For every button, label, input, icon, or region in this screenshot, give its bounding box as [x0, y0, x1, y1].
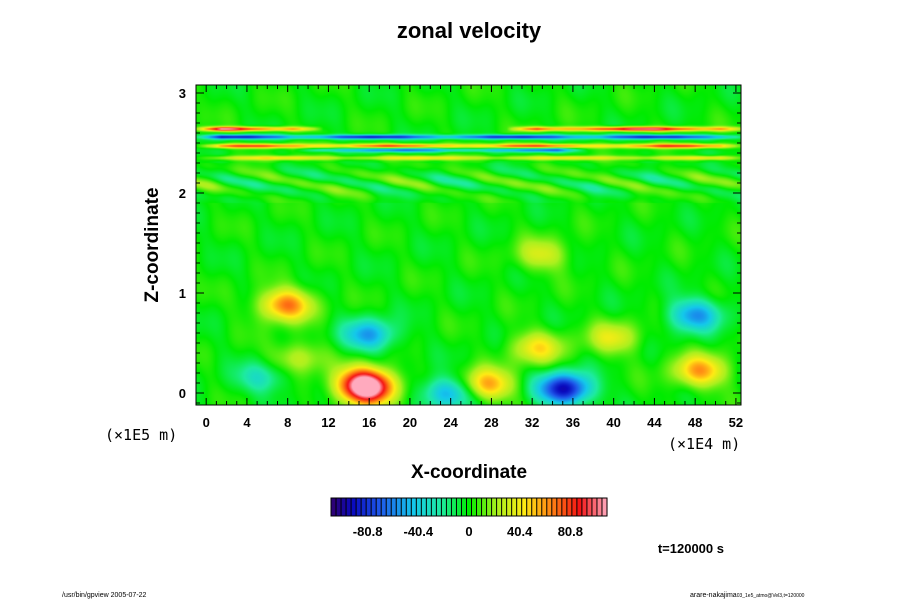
colorbar-cell — [391, 498, 397, 516]
time-label: t=120000 s — [658, 541, 724, 556]
colorbar-cell — [461, 498, 468, 516]
footer-author: arare-nakajima03_1e5_atmo@Vel3,t=120000 — [690, 592, 805, 599]
y-tick-label: 3 — [179, 86, 186, 101]
x-tick-label: 0 — [203, 415, 210, 430]
colorbar-cell — [436, 498, 442, 516]
colorbar-cell — [521, 498, 528, 516]
colorbar-cell — [456, 498, 463, 516]
y-tick-label: 2 — [179, 186, 186, 201]
y-tick-label: 1 — [179, 286, 186, 301]
colorbar-cell — [421, 498, 427, 516]
x-tick-label: 20 — [403, 415, 417, 430]
colorbar-cells — [331, 498, 608, 516]
colorbar-cell — [501, 498, 508, 516]
x-tick-label: 32 — [525, 415, 539, 430]
colorbar-cell — [506, 498, 513, 516]
x-tick-label: 28 — [484, 415, 498, 430]
y-tick-label: 0 — [179, 386, 186, 401]
plot-frame — [195, 84, 742, 406]
colorbar-cell — [566, 498, 573, 516]
chart-title: zonal velocity — [397, 18, 542, 43]
colorbar-cell — [431, 498, 437, 516]
colorbar-cell — [576, 498, 583, 516]
colorbar-cell — [486, 498, 493, 516]
colorbar-cell — [546, 498, 553, 516]
colorbar-cell — [346, 498, 352, 516]
colorbar-cell — [386, 498, 392, 516]
colorbar-cell — [536, 498, 543, 516]
x-tick-label: 40 — [606, 415, 620, 430]
colorbar-cell — [381, 498, 387, 516]
colorbar-cell — [581, 498, 588, 516]
colorbar-cell — [586, 498, 593, 516]
colorbar-tick-label: 40.4 — [507, 524, 533, 539]
colorbar-cell — [366, 498, 372, 516]
y-axis-ticks: 0 1 2 3 — [179, 86, 741, 404]
colorbar-cell — [476, 498, 483, 516]
x-tick-label: 44 — [647, 415, 662, 430]
x-tick-label: 52 — [729, 415, 743, 430]
colorbar-cell — [361, 498, 367, 516]
colorbar-cell — [406, 498, 412, 516]
x-tick-label: 24 — [443, 415, 458, 430]
colorbar-cell — [591, 498, 598, 516]
colorbar-cell — [496, 498, 503, 516]
colorbar-cell — [356, 498, 362, 516]
colorbar-cell — [331, 498, 337, 516]
colorbar-tick-label: 80.8 — [558, 524, 583, 539]
colorbar-cell — [426, 498, 432, 516]
colorbar-cell — [526, 498, 533, 516]
x-axis-label: X-coordinate — [411, 462, 527, 483]
colorbar-cell — [371, 498, 377, 516]
footer-command: /usr/bin/gpview 2005-07-22 — [62, 592, 147, 599]
colorbar-cell — [596, 498, 603, 516]
colorbar-tick-label: -80.8 — [353, 524, 383, 539]
colorbar-cell — [396, 498, 402, 516]
heatmap-image — [196, 85, 741, 405]
colorbar-cell — [411, 498, 417, 516]
colorbar-cell — [351, 498, 357, 516]
footer-author-sub: 03_1e5_atmo@Vel3,t=120000 — [737, 593, 805, 599]
colorbar-cell — [481, 498, 488, 516]
colorbar-cell — [551, 498, 558, 516]
colorbar-cell — [571, 498, 578, 516]
y-scale-label: (×1E5 m) — [105, 426, 177, 444]
colorbar-cell — [516, 498, 523, 516]
colorbar-ticks: -80.8 -40.4 0 40.4 80.8 — [353, 524, 583, 539]
colorbar-cell — [561, 498, 568, 516]
colorbar-cell — [336, 498, 342, 516]
colorbar-cell — [441, 498, 448, 516]
colorbar-cell — [416, 498, 422, 516]
colorbar-cell — [541, 498, 548, 516]
colorbar-tick-label: 0 — [465, 524, 472, 539]
x-axis-ticks: 0 4 8 12 16 20 24 28 32 36 40 44 48 52 — [203, 85, 743, 430]
colorbar-cell — [466, 498, 473, 516]
footer-author-name: arare-nakajima — [690, 592, 737, 599]
x-tick-label: 16 — [362, 415, 376, 430]
colorbar-cell — [471, 498, 478, 516]
colorbar-cell — [376, 498, 382, 516]
x-scale-label: (×1E4 m) — [668, 435, 740, 453]
colorbar: -80.8 -40.4 0 40.4 80.8 — [330, 497, 608, 539]
colorbar-tick-label: -40.4 — [403, 524, 433, 539]
x-tick-label: 12 — [321, 415, 335, 430]
colorbar-cell — [401, 498, 407, 516]
colorbar-cell — [341, 498, 347, 516]
colorbar-cell — [491, 498, 498, 516]
x-tick-label: 8 — [284, 415, 291, 430]
y-axis-label: Z-coordinate — [142, 187, 163, 302]
colorbar-cell — [451, 498, 458, 516]
colorbar-cell — [531, 498, 538, 516]
x-tick-label: 48 — [688, 415, 702, 430]
x-tick-label: 36 — [566, 415, 580, 430]
colorbar-cell — [556, 498, 563, 516]
colorbar-cell — [511, 498, 518, 516]
colorbar-cell — [601, 498, 608, 516]
colorbar-cell — [446, 498, 453, 516]
colorbar-frame — [330, 497, 608, 517]
x-tick-label: 4 — [243, 415, 251, 430]
